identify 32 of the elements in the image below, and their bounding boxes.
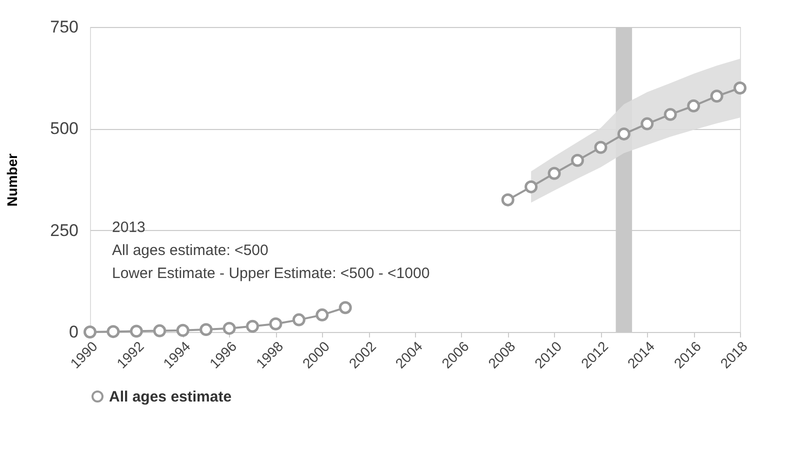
- point: [292, 313, 306, 326]
- point: [710, 90, 724, 103]
- annotation: All ages estimate: <500: [112, 242, 268, 259]
- y-axis-title: Number: [4, 153, 20, 206]
- point: [617, 127, 630, 140]
- point: [548, 166, 561, 180]
- point: [338, 301, 352, 314]
- y-tick-label: 250: [50, 220, 78, 240]
- point: [176, 324, 190, 337]
- point: [501, 193, 514, 206]
- point: [687, 99, 700, 112]
- point: [222, 322, 236, 335]
- point: [640, 117, 654, 130]
- annotation: 2013: [112, 219, 146, 236]
- point: [594, 140, 608, 154]
- y-tick-label: 0: [69, 322, 78, 342]
- point: [200, 323, 213, 336]
- annotation: Lower Estimate - Upper Estimate: <500 - <1000: [112, 265, 430, 282]
- point: [664, 108, 677, 121]
- point: [106, 325, 120, 338]
- point: [571, 154, 584, 167]
- legend-label: All ages estimate: [109, 388, 232, 406]
- point: [84, 326, 96, 338]
- y-tick-label: 750: [50, 18, 78, 36]
- point: [316, 308, 329, 322]
- point: [524, 180, 538, 194]
- point: [130, 324, 143, 338]
- point: [246, 320, 259, 333]
- point: [734, 82, 746, 94]
- point: [269, 317, 282, 330]
- y-tick-label: 500: [50, 119, 78, 138]
- point: [153, 324, 166, 338]
